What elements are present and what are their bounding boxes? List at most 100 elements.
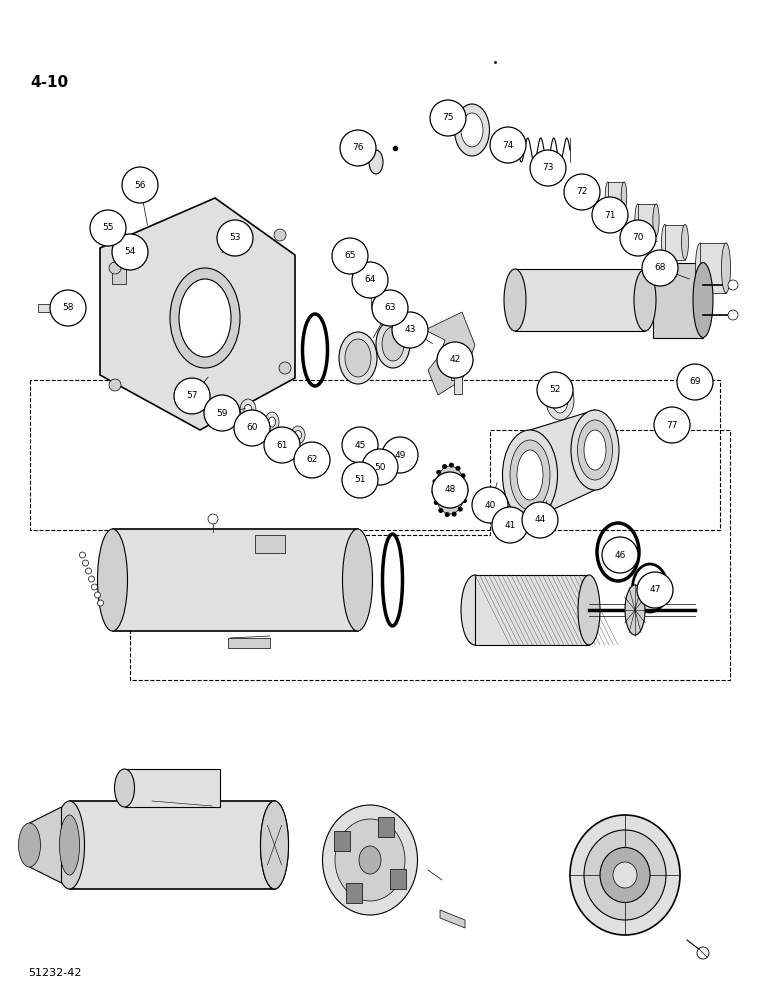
Ellipse shape <box>376 320 410 368</box>
Bar <box>378 817 394 837</box>
Circle shape <box>112 234 148 270</box>
Circle shape <box>342 427 378 463</box>
Bar <box>334 831 350 851</box>
Circle shape <box>204 395 240 431</box>
Circle shape <box>654 407 690 443</box>
Ellipse shape <box>517 450 543 500</box>
Circle shape <box>463 483 469 488</box>
Bar <box>112 262 126 284</box>
Ellipse shape <box>240 399 256 421</box>
Text: 46: 46 <box>615 550 625 560</box>
Bar <box>451 356 459 380</box>
Ellipse shape <box>359 846 381 874</box>
Circle shape <box>372 290 408 326</box>
Ellipse shape <box>546 380 574 420</box>
Ellipse shape <box>577 420 612 480</box>
Ellipse shape <box>260 801 289 889</box>
Bar <box>515 269 645 331</box>
Circle shape <box>642 250 678 286</box>
Ellipse shape <box>634 269 656 331</box>
Circle shape <box>472 487 508 523</box>
Text: 43: 43 <box>405 326 415 334</box>
Circle shape <box>620 220 656 256</box>
Circle shape <box>530 150 566 186</box>
Ellipse shape <box>59 815 80 875</box>
Circle shape <box>430 100 466 136</box>
Ellipse shape <box>584 430 606 470</box>
Circle shape <box>86 568 92 574</box>
Bar <box>346 883 362 903</box>
Circle shape <box>728 280 738 290</box>
Text: 63: 63 <box>384 304 396 312</box>
Circle shape <box>434 500 438 505</box>
Ellipse shape <box>693 262 713 338</box>
Circle shape <box>522 502 558 538</box>
Ellipse shape <box>682 225 689 259</box>
Circle shape <box>279 362 291 374</box>
Ellipse shape <box>461 575 489 645</box>
Ellipse shape <box>371 458 385 478</box>
Ellipse shape <box>552 387 568 413</box>
Circle shape <box>234 410 270 446</box>
Ellipse shape <box>351 471 365 489</box>
Ellipse shape <box>635 204 642 236</box>
Bar <box>113 529 357 631</box>
Bar <box>638 204 656 236</box>
Ellipse shape <box>653 204 659 236</box>
Text: 57: 57 <box>186 391 198 400</box>
Text: 62: 62 <box>306 456 318 464</box>
Circle shape <box>109 379 121 391</box>
Ellipse shape <box>455 104 489 156</box>
Circle shape <box>438 508 443 513</box>
Circle shape <box>352 262 388 298</box>
Circle shape <box>697 947 709 959</box>
Text: 76: 76 <box>352 143 364 152</box>
Circle shape <box>490 127 526 163</box>
Circle shape <box>122 167 158 203</box>
Ellipse shape <box>390 444 406 466</box>
Ellipse shape <box>510 440 550 510</box>
Ellipse shape <box>662 225 669 259</box>
Ellipse shape <box>339 332 377 384</box>
Ellipse shape <box>696 243 705 293</box>
Circle shape <box>274 229 286 241</box>
Text: 49: 49 <box>394 450 406 460</box>
Circle shape <box>437 342 473 378</box>
Ellipse shape <box>354 476 361 485</box>
Polygon shape <box>440 910 465 928</box>
Circle shape <box>461 473 466 478</box>
Text: 54: 54 <box>124 247 136 256</box>
Circle shape <box>208 514 218 524</box>
Text: 69: 69 <box>689 377 701 386</box>
Ellipse shape <box>374 463 381 473</box>
Circle shape <box>432 472 468 508</box>
Ellipse shape <box>114 769 134 807</box>
Circle shape <box>294 442 330 478</box>
Circle shape <box>89 576 94 582</box>
Polygon shape <box>100 198 295 430</box>
Circle shape <box>332 238 368 274</box>
Circle shape <box>382 437 418 473</box>
Text: 44: 44 <box>534 516 546 524</box>
Circle shape <box>217 220 253 256</box>
Ellipse shape <box>394 450 402 460</box>
Circle shape <box>564 174 600 210</box>
Circle shape <box>592 197 628 233</box>
Ellipse shape <box>291 426 305 444</box>
Circle shape <box>94 592 100 598</box>
Circle shape <box>50 290 86 326</box>
Circle shape <box>97 600 103 606</box>
Circle shape <box>90 210 126 246</box>
Bar <box>118 238 136 262</box>
Text: 42: 42 <box>449 356 461 364</box>
Bar <box>228 638 270 648</box>
Circle shape <box>463 488 469 492</box>
Text: 64: 64 <box>364 275 376 284</box>
Text: 68: 68 <box>654 263 665 272</box>
Ellipse shape <box>625 585 645 635</box>
Text: 56: 56 <box>134 180 146 190</box>
Ellipse shape <box>571 410 619 490</box>
Circle shape <box>445 512 450 517</box>
Text: 48: 48 <box>445 486 455 494</box>
Ellipse shape <box>382 327 404 361</box>
